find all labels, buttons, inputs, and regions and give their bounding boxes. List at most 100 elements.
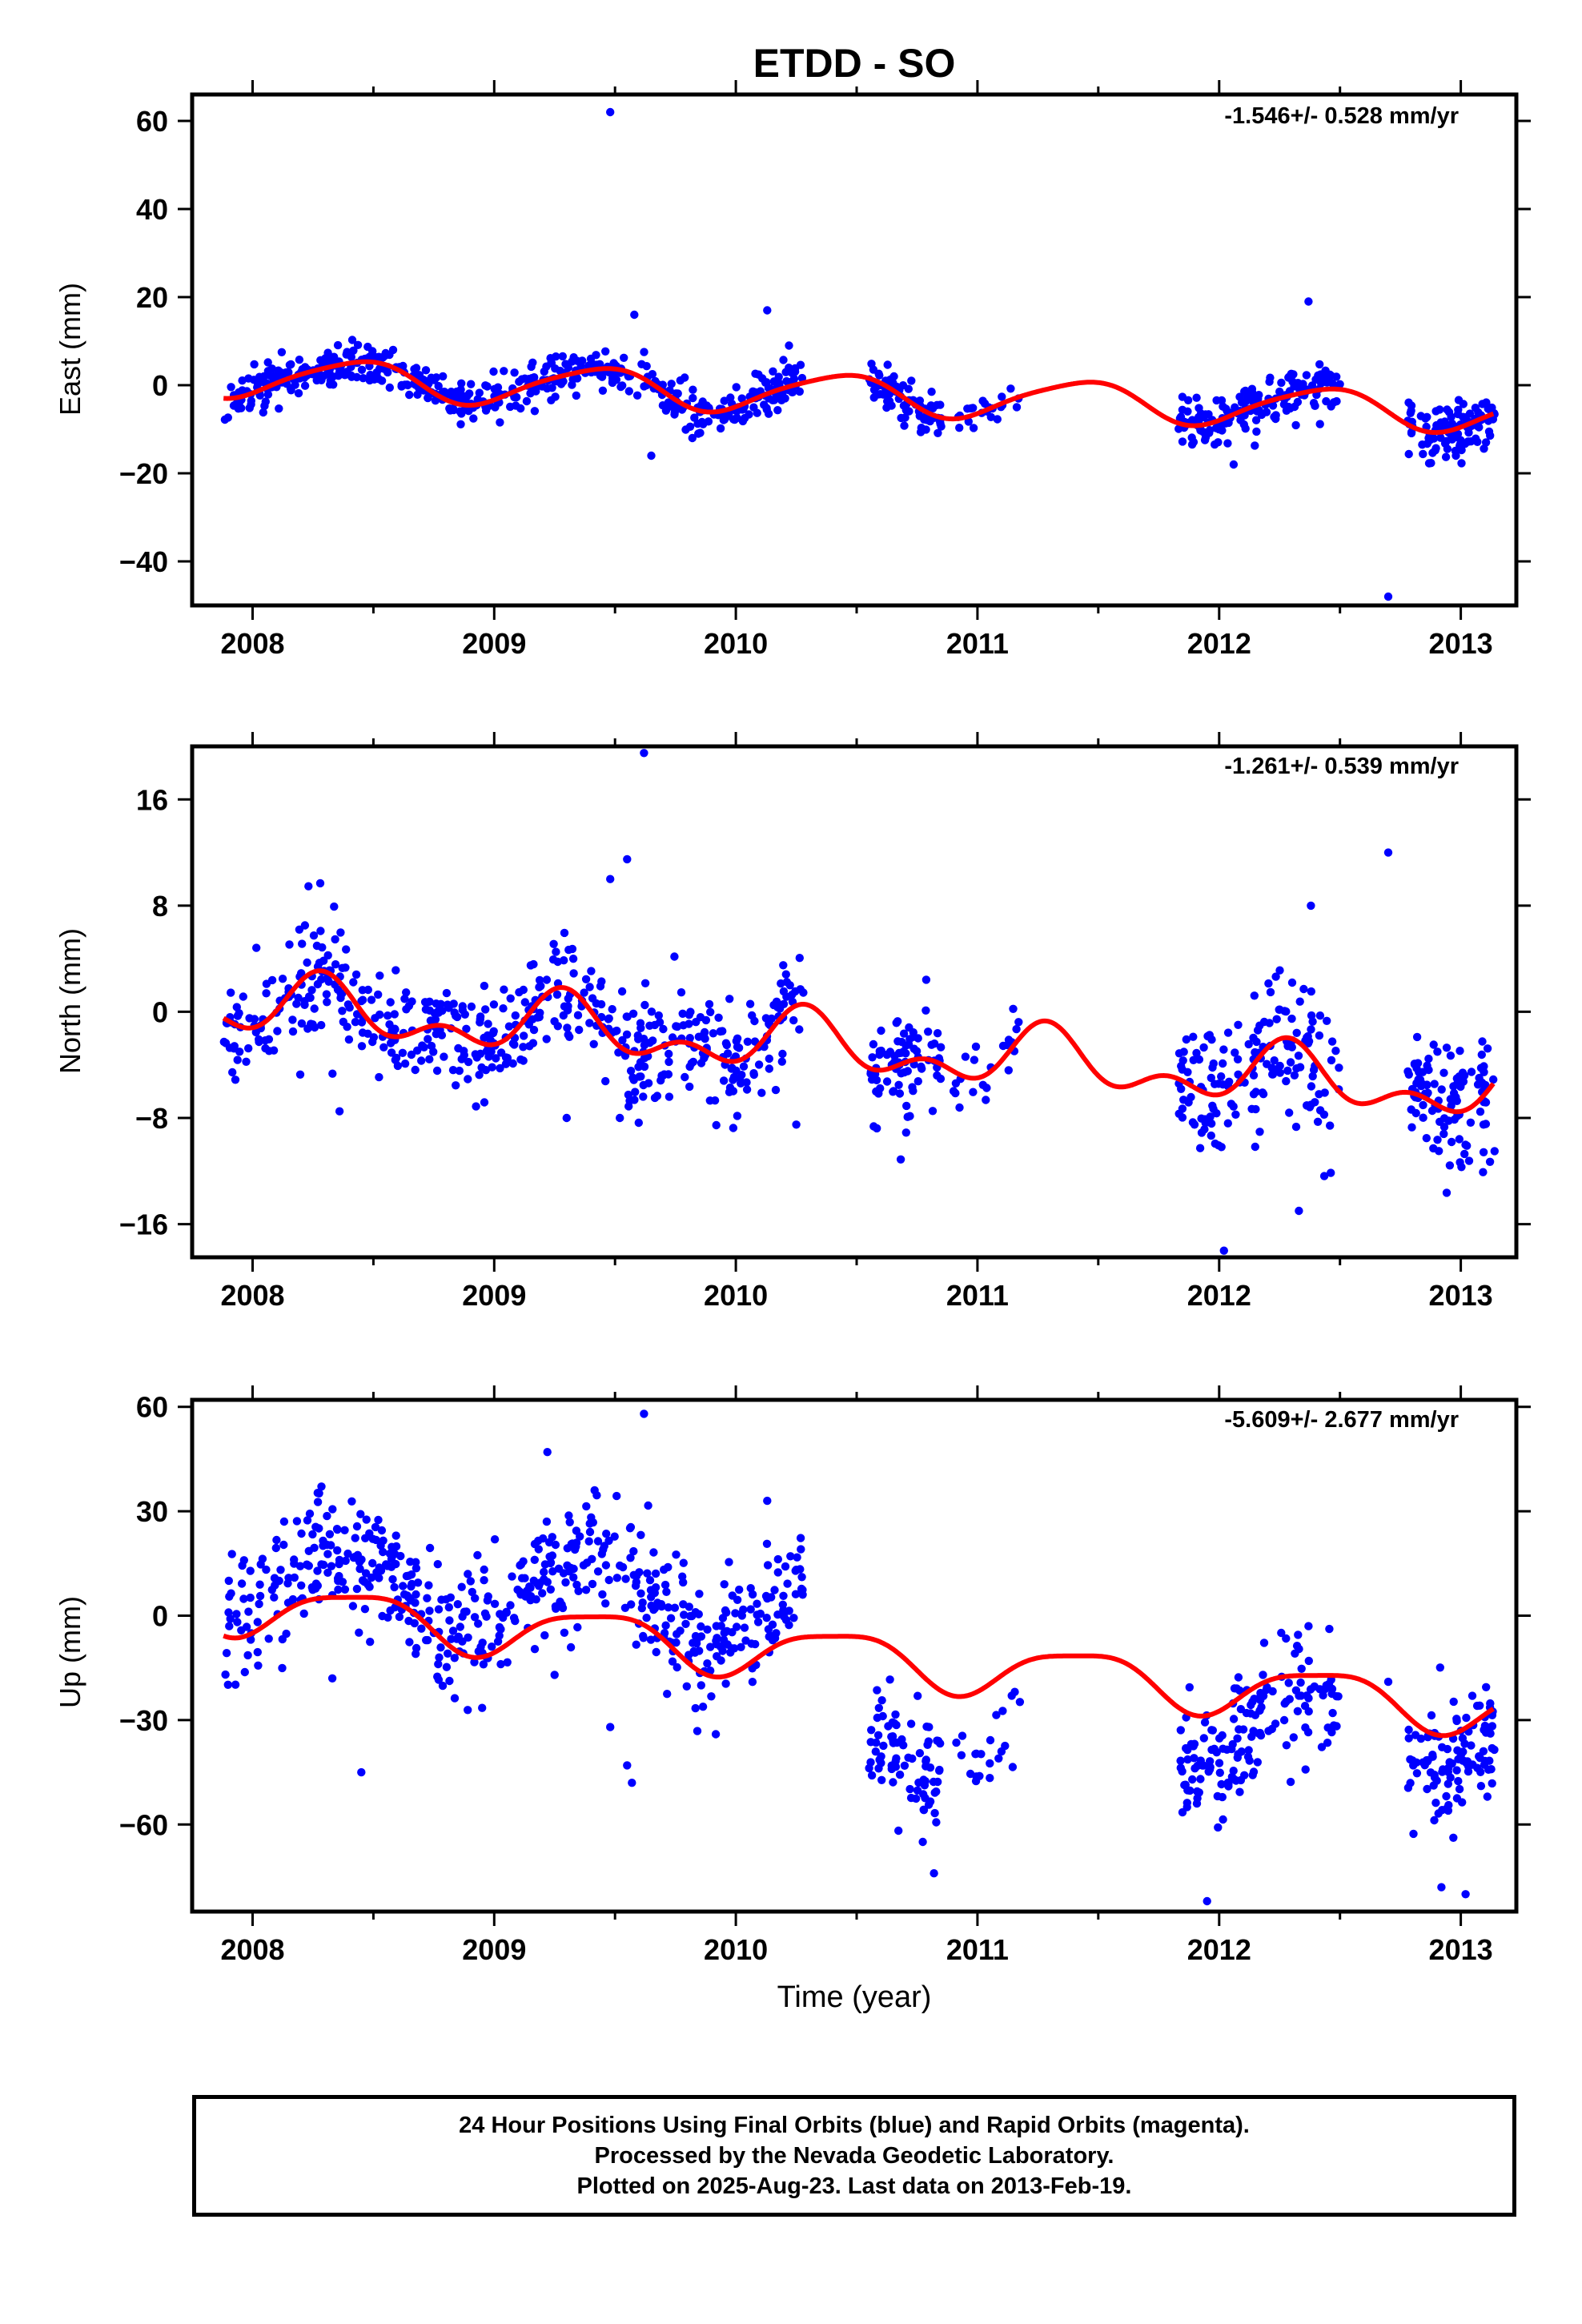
north-data-point <box>231 1076 240 1084</box>
up-data-point <box>375 1574 383 1582</box>
up-data-point <box>873 1686 881 1695</box>
east-rate-label: -1.546+/- 0.528 mm/yr <box>1224 103 1459 129</box>
east-data-point <box>357 365 367 374</box>
up-data-point <box>297 1581 306 1590</box>
east-data-point <box>667 380 676 388</box>
up-data-point <box>353 1550 362 1560</box>
north-data-point <box>971 1042 981 1051</box>
up-x-tick-label: 2010 <box>704 1933 768 1966</box>
up-data-point <box>914 1778 923 1787</box>
north-data-point <box>357 1042 367 1051</box>
north-data-point <box>678 1009 687 1019</box>
north-data-point <box>508 1059 517 1068</box>
up-data-point <box>1467 1741 1476 1750</box>
up-data-point <box>585 1519 594 1528</box>
up-data-point <box>355 1558 364 1566</box>
panel-north: 2008 2009 2010 2011 2012 2013 −16 −8 0 8 16 -1.261… <box>54 732 1531 1312</box>
up-data-point <box>998 1707 1007 1715</box>
north-data-point <box>639 1035 648 1043</box>
up-data-point <box>643 1569 652 1578</box>
east-data-point <box>883 360 892 369</box>
north-data-point <box>601 1076 610 1086</box>
east-data-point <box>333 340 343 350</box>
east-data-point <box>1474 408 1483 417</box>
north-data-point <box>933 1029 942 1038</box>
north-data-point <box>1294 1051 1303 1060</box>
north-data-point <box>336 989 345 998</box>
east-data-point <box>889 372 898 381</box>
north-data-point <box>749 1070 758 1080</box>
up-data-point <box>445 1676 454 1686</box>
north-outlier-point <box>1490 1147 1500 1156</box>
north-data-point <box>778 1049 787 1059</box>
north-data-point <box>685 1011 693 1019</box>
up-data-point <box>303 1516 312 1525</box>
up-data-point <box>921 1755 931 1764</box>
north-data-point <box>1275 966 1284 975</box>
east-data-point <box>1435 405 1444 414</box>
up-data-point <box>565 1518 574 1527</box>
up-plot-frame <box>190 1397 1519 1914</box>
east-data-point <box>385 383 394 392</box>
up-data-point <box>358 1576 367 1585</box>
north-data-point <box>894 1080 903 1090</box>
north-data-point <box>239 992 247 1001</box>
north-data-point <box>1449 1082 1458 1091</box>
north-data-point <box>1407 1105 1415 1114</box>
up-data-point <box>423 1594 432 1602</box>
up-data-point <box>958 1731 967 1740</box>
north-data-point <box>351 1018 360 1027</box>
north-data-point <box>426 1016 436 1025</box>
up-data-point <box>327 1562 336 1570</box>
north-data-point <box>1456 1082 1465 1091</box>
up-data-point <box>457 1582 466 1591</box>
north-data-point <box>488 1063 496 1072</box>
caption-line-2: Processed by the Nevada Geodetic Laborat… <box>594 2143 1114 2169</box>
north-data-point <box>955 1103 964 1112</box>
up-data-point <box>1412 1769 1422 1778</box>
up-data-point <box>1423 1784 1431 1794</box>
up-data-point <box>1317 1743 1327 1751</box>
east-data-point <box>353 340 363 349</box>
up-data-point <box>1431 1799 1440 1807</box>
north-data-point <box>1009 1004 1018 1014</box>
up-data-point <box>601 1561 611 1570</box>
north-data-point <box>448 1066 458 1075</box>
east-data-point <box>929 404 938 412</box>
up-data-point <box>1231 1775 1239 1784</box>
up-data-point <box>1215 1768 1225 1777</box>
up-data-point <box>895 1770 905 1779</box>
up-data-point <box>377 1526 387 1535</box>
up-data-point <box>1183 1755 1192 1764</box>
east-data-point <box>294 388 303 398</box>
up-data-point <box>651 1569 661 1578</box>
north-data-point <box>885 1047 895 1056</box>
east-data-point <box>551 392 560 401</box>
east-data-point <box>483 382 492 391</box>
up-data-point <box>1486 1699 1495 1708</box>
east-data-point <box>917 424 926 432</box>
east-points <box>220 107 1499 601</box>
north-data-point <box>1253 1026 1263 1035</box>
east-data-point <box>620 353 628 362</box>
east-x-tick-label: 2013 <box>1429 627 1493 660</box>
north-y-tick-label: −8 <box>135 1102 168 1135</box>
up-data-point <box>721 1679 730 1688</box>
north-data-point <box>1422 1134 1431 1143</box>
north-data-point <box>391 966 400 975</box>
north-data-point <box>460 1010 469 1019</box>
up-data-point <box>612 1491 621 1501</box>
north-data-point <box>1287 1043 1297 1051</box>
up-data-point <box>698 1703 708 1711</box>
north-data-point <box>1014 1018 1023 1027</box>
up-data-point <box>1185 1683 1195 1692</box>
east-data-point <box>598 386 608 395</box>
east-x-tick-label: 2009 <box>462 627 526 660</box>
north-data-point <box>672 1022 681 1031</box>
north-data-point <box>1209 1104 1218 1113</box>
up-data-point <box>1443 1767 1453 1776</box>
east-data-point <box>295 356 304 364</box>
up-data-point <box>733 1595 742 1605</box>
north-data-point <box>869 1039 878 1049</box>
up-data-point <box>319 1560 328 1570</box>
